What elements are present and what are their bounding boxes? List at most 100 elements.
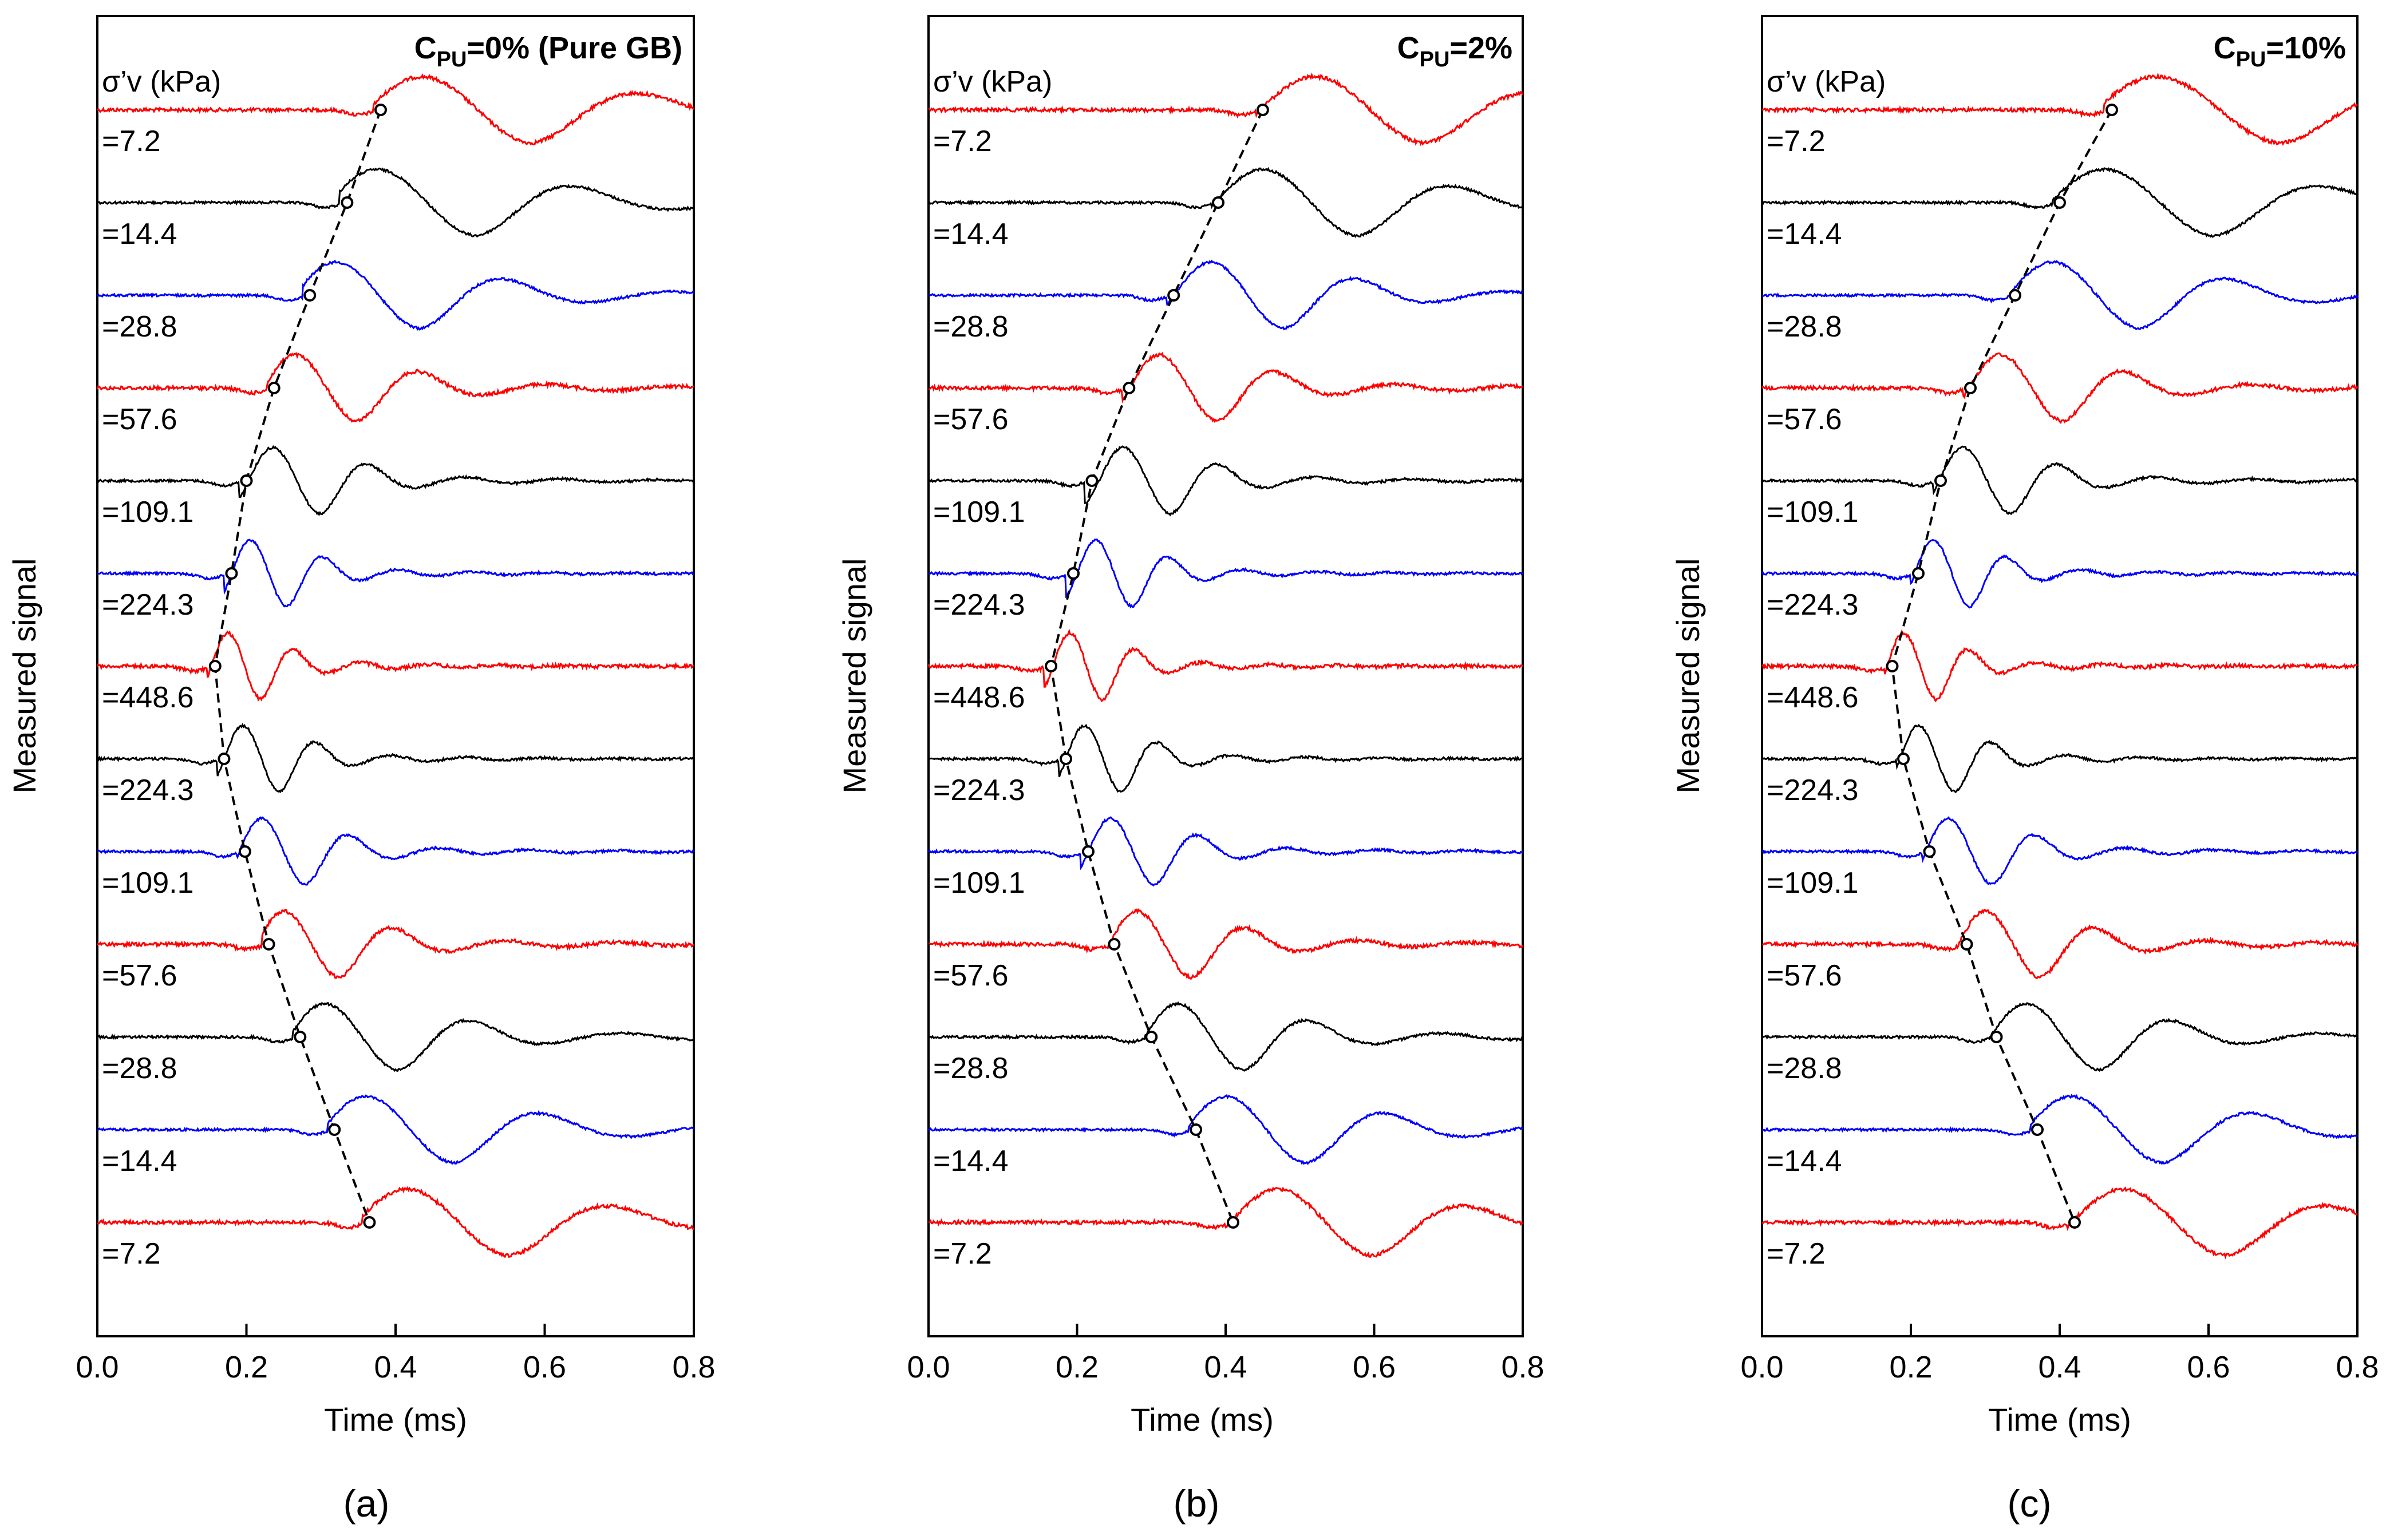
stress-label: =57.6	[102, 959, 177, 992]
signal-trace	[1761, 1186, 2358, 1260]
signal-trace	[97, 816, 695, 886]
stress-label: =14.4	[1767, 217, 1842, 251]
arrival-point	[1167, 289, 1180, 302]
signal-trace	[927, 628, 1523, 703]
arrival-point	[1897, 753, 1910, 765]
arrival-point	[240, 474, 253, 487]
arrival-line	[1886, 104, 2118, 1229]
arrival-line	[208, 104, 387, 1229]
signal-trace	[1761, 167, 2359, 238]
arrival-point	[2068, 1216, 2081, 1229]
x-tick-label: 0.0	[1740, 1350, 1783, 1384]
stress-label: =224.3	[102, 774, 194, 807]
signal-trace	[928, 1186, 1524, 1258]
signal-trace	[928, 538, 1524, 609]
signal-trace	[928, 908, 1524, 980]
stress-label: =224.3	[933, 774, 1025, 807]
arrival-point	[363, 1216, 376, 1229]
arrival-point	[1081, 845, 1095, 858]
signal-trace	[97, 1001, 695, 1072]
stress-labels: =7.2 =14.4 =28.8 =57.6 =109.1 =224.3 =448.6 =22…	[933, 125, 1025, 1270]
stress-label: =7.2	[1767, 125, 1826, 158]
stress-label: =7.2	[102, 125, 161, 158]
arrival-point	[1934, 474, 1947, 487]
arrival-point	[1960, 938, 1973, 951]
arrival-point	[328, 1123, 341, 1136]
x-axis-label: Time (ms)	[1988, 1402, 2131, 1438]
x-axis-ticks: 0.0 0.2 0.4 0.6 0.8	[1740, 1324, 2379, 1384]
x-tick-label: 0.2	[1056, 1350, 1099, 1384]
stress-label: =14.4	[102, 217, 177, 251]
arrival-trend-line	[1050, 109, 1264, 1223]
stress-label: =28.8	[1767, 310, 1842, 343]
arrival-point	[1190, 1123, 1203, 1136]
arrival-point	[1990, 1031, 2003, 1043]
arrival-point	[1145, 1031, 1158, 1043]
arrival-trend-line	[214, 109, 382, 1223]
signal-trace	[96, 630, 695, 702]
signal-trace	[927, 723, 1523, 793]
stress-label: =7.2	[102, 1237, 161, 1270]
signal-trace	[1761, 1094, 2358, 1165]
panel-title: CPU=2%	[1397, 31, 1512, 72]
stress-label: =7.2	[1767, 1237, 1826, 1270]
signal-trace	[1761, 445, 2358, 516]
signal-trace	[96, 908, 695, 980]
x-tick-label: 0.0	[76, 1350, 118, 1384]
signal-trace	[96, 445, 694, 517]
arrival-point	[1123, 382, 1136, 394]
stress-header: σ’v (kPa)	[102, 65, 221, 98]
x-tick-label: 0.6	[1353, 1350, 1396, 1384]
signal-trace	[927, 816, 1523, 887]
stress-label: =28.8	[933, 1052, 1009, 1085]
panel-title: CPU=10%	[2214, 31, 2346, 72]
signal-trace	[928, 1001, 1524, 1072]
signal-trace	[1761, 539, 2359, 609]
arrival-point	[374, 104, 387, 116]
signal-traces	[1761, 72, 2359, 1260]
stress-label: =224.3	[102, 588, 194, 621]
arrival-point	[341, 196, 354, 209]
signal-trace	[1761, 908, 2359, 980]
stress-label: =28.8	[102, 310, 177, 343]
arrival-point	[2031, 1123, 2044, 1136]
arrival-point	[262, 938, 275, 951]
panel-title: CPU=0% (Pure GB)	[414, 31, 682, 72]
stress-label: =14.4	[933, 1145, 1009, 1178]
plot-frame	[927, 15, 1524, 1337]
stress-label: =109.1	[933, 496, 1025, 529]
signal-traces	[927, 72, 1524, 1258]
signal-trace	[928, 72, 1524, 147]
x-tick-label: 0.8	[1501, 1350, 1544, 1384]
stress-label: =448.6	[1767, 681, 1859, 714]
x-tick-label: 0.2	[1889, 1350, 1932, 1384]
signal-trace	[96, 73, 694, 146]
x-tick-label: 0.4	[2038, 1350, 2081, 1384]
signal-trace	[1761, 72, 2359, 146]
y-axis-label: Measured signal	[1670, 559, 1706, 794]
stress-label: =14.4	[1767, 1145, 1842, 1178]
panel-a: =7.2 =14.4 =28.8 =57.6 =109.1 =224.3 =448.6 =22…	[6, 15, 716, 1525]
signal-trace	[1761, 816, 2359, 885]
panel-label-b: (b)	[1174, 1482, 1220, 1525]
x-axis-label: Time (ms)	[1131, 1402, 1274, 1438]
arrival-point	[2009, 289, 2021, 302]
stress-label: =57.6	[933, 403, 1009, 436]
stress-label: =109.1	[102, 866, 194, 900]
plot-frame	[1761, 15, 2359, 1337]
stress-label: =57.6	[102, 403, 177, 436]
stress-label: =57.6	[1767, 403, 1842, 436]
arrival-point	[1085, 474, 1099, 487]
stress-label: =109.1	[933, 866, 1025, 900]
signal-trace	[96, 723, 694, 794]
signal-trace	[1761, 723, 2359, 793]
stress-label: =28.8	[933, 310, 1009, 343]
signal-trace	[928, 167, 1523, 238]
signal-trace	[96, 352, 694, 423]
stress-label: =14.4	[102, 1145, 177, 1178]
plot-frame	[96, 15, 695, 1337]
x-tick-label: 0.2	[225, 1350, 268, 1384]
stress-label: =109.1	[1767, 866, 1859, 900]
x-tick-label: 0.6	[523, 1350, 566, 1384]
signal-trace	[97, 167, 695, 238]
